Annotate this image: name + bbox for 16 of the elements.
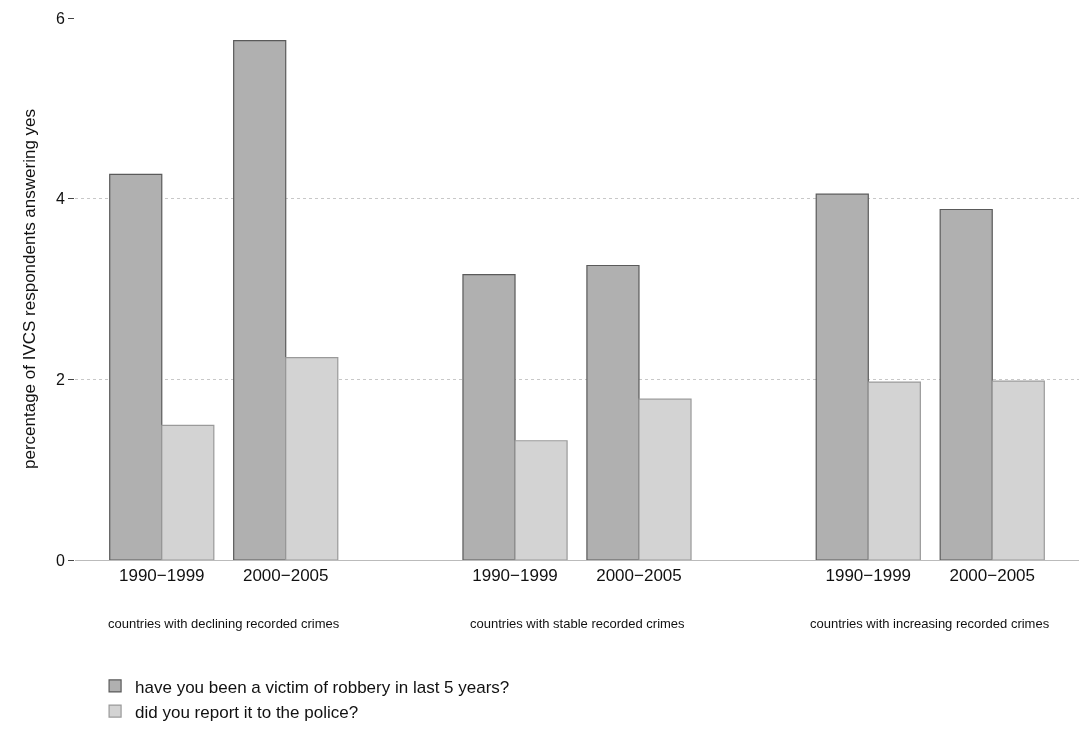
y-tick-label: 2: [55, 370, 65, 388]
x-tick-label: 2000−2005: [949, 566, 1036, 586]
y-tick-label: 0: [55, 551, 65, 569]
legend-label: did you report it to the police?: [135, 702, 359, 722]
y-axis-title: percentage of IVCS respondents answering yes: [20, 108, 40, 470]
text: countries with declining recorded crimes: [108, 616, 340, 631]
legend-label: have you been a victim of robbery in last 5 years?: [135, 677, 510, 697]
x-tick-label: 2000−2005: [242, 566, 329, 586]
y-tick-label: 6: [55, 9, 65, 27]
x-tick-label: 1990−1999: [825, 566, 912, 586]
x-tick-label: 2000−2005: [596, 566, 682, 586]
text: countries with increasing recorded crimes: [810, 616, 1050, 631]
x-tick-label: 1990−1999: [118, 566, 205, 586]
text: countries with stable recorded crimes: [470, 616, 686, 631]
x-tick-label: 1990−1999: [472, 566, 558, 586]
y-tick-label: 4: [55, 190, 65, 208]
